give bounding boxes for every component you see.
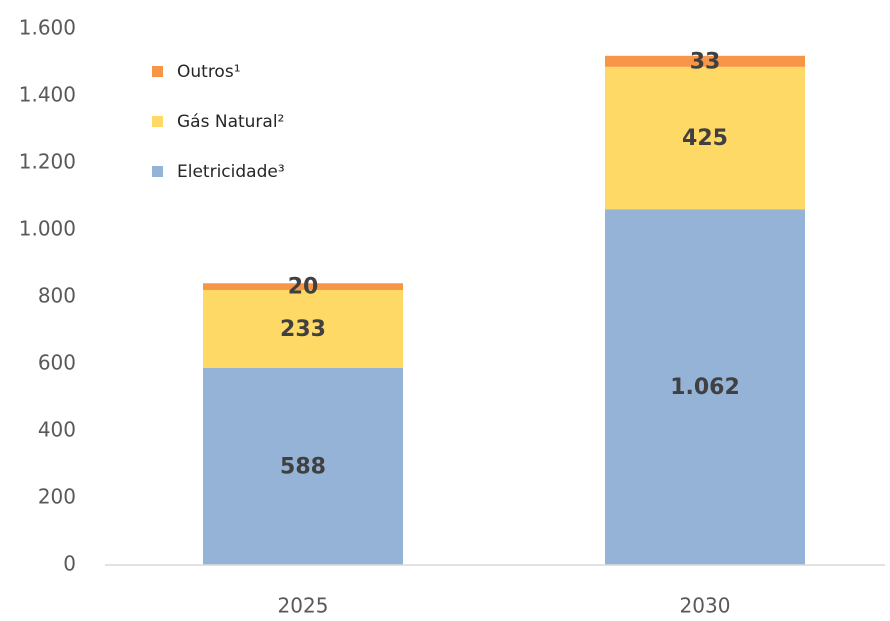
data-label: 588 <box>280 455 326 480</box>
data-label: 33 <box>690 49 721 74</box>
bar-segment <box>203 289 403 369</box>
y-tick-label: 800 <box>38 284 76 308</box>
y-tick-label: 600 <box>38 351 76 375</box>
legend-label: Outros¹ <box>177 62 241 82</box>
x-tick-label: 2030 <box>680 594 731 618</box>
legend-label: Gás Natural² <box>177 112 284 132</box>
bar-segment <box>605 55 805 67</box>
y-tick-label: 400 <box>38 418 76 442</box>
bar-segment <box>203 368 403 565</box>
legend-label: Eletricidade³ <box>177 162 285 182</box>
y-tick-label: 1.400 <box>19 83 76 107</box>
data-label: 233 <box>280 317 326 342</box>
data-label: 425 <box>682 126 728 151</box>
bar-segment <box>605 209 805 566</box>
legend-swatch <box>152 116 163 127</box>
legend-swatch <box>152 166 163 177</box>
data-label: 20 <box>288 275 319 300</box>
data-label: 1.062 <box>670 375 740 400</box>
bar-segment <box>203 283 403 290</box>
legend-swatch <box>152 66 163 77</box>
x-tick-label: 2025 <box>278 594 329 618</box>
y-tick-label: 1.000 <box>19 217 76 241</box>
y-tick-label: 200 <box>38 485 76 509</box>
bar-segment <box>605 66 805 210</box>
y-tick-label: 0 <box>63 552 76 576</box>
y-tick-label: 1.600 <box>19 16 76 40</box>
y-tick-label: 1.200 <box>19 150 76 174</box>
